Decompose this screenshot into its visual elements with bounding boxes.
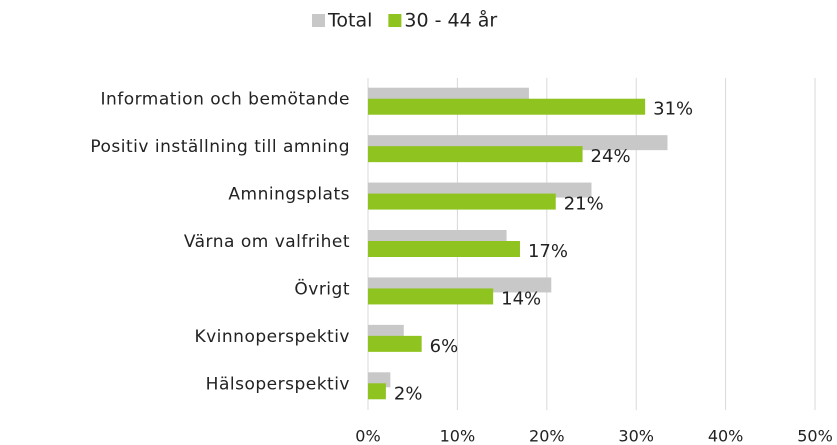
data-label: 24%	[591, 146, 631, 167]
y-tick-label: Hälsoperspektiv	[206, 374, 350, 394]
bar	[368, 146, 583, 163]
x-tick-label: 50%	[797, 427, 833, 445]
bar	[368, 383, 386, 400]
bar	[368, 288, 494, 305]
data-label: 17%	[528, 241, 568, 262]
bar	[368, 193, 556, 210]
legend-swatch	[388, 14, 402, 27]
y-tick-label: Övrigt	[294, 277, 350, 299]
y-tick-label: Information och bemötande	[100, 90, 350, 110]
data-label: 2%	[394, 383, 423, 404]
bar	[368, 98, 646, 115]
bar	[368, 335, 422, 352]
x-tick-label: 20%	[529, 427, 565, 445]
legend-label: 30 - 44 år	[404, 9, 497, 32]
data-label: 21%	[564, 194, 604, 215]
data-label: 14%	[501, 288, 541, 309]
x-tick-label: 40%	[708, 427, 744, 445]
x-tick-label: 0%	[355, 427, 380, 445]
data-label: 6%	[430, 336, 459, 357]
y-tick-label: Kvinnoperspektiv	[194, 327, 350, 347]
legend-swatch	[312, 14, 325, 27]
bar	[368, 241, 520, 257]
x-tick-label: 10%	[440, 427, 476, 445]
legend-label: Total	[327, 10, 372, 32]
y-tick-label: Värna om valfrihet	[184, 232, 350, 252]
data-label: 31%	[653, 99, 693, 120]
x-tick-label: 30%	[618, 427, 654, 445]
y-tick-label: Positiv inställning till amning	[90, 137, 350, 157]
y-tick-label: Amningsplats	[228, 185, 350, 205]
